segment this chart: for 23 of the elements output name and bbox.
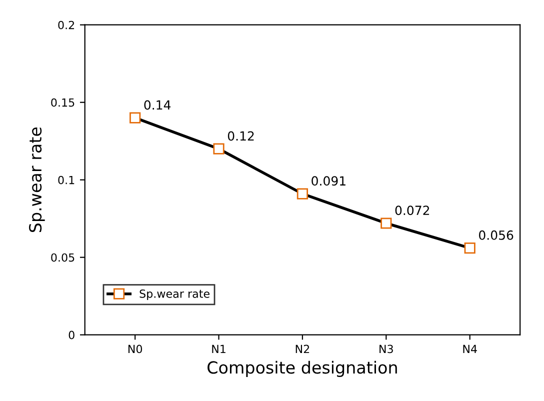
y-tick-label: 0.05 <box>51 253 74 262</box>
y-tick-label: 0.15 <box>51 98 74 107</box>
y-axis-title: Sp.wear rate <box>29 127 45 232</box>
point <box>380 218 392 229</box>
data-label: 0.091 <box>312 176 346 186</box>
point <box>130 112 141 124</box>
data-label: 0.072 <box>395 206 430 216</box>
x-tick-label: N1 <box>212 344 226 353</box>
x-tick-label: N2 <box>296 344 310 353</box>
legend-label: Sp.wear rate <box>140 289 210 300</box>
y-tick-label: 0.1 <box>58 176 74 184</box>
point <box>296 188 308 200</box>
x-tick-label: N4 <box>463 344 477 353</box>
x-tick-label: N3 <box>380 344 393 354</box>
x-tick-label: N0 <box>128 344 142 354</box>
point <box>464 242 476 254</box>
data-label: 0.12 <box>228 131 254 141</box>
y-tick-label: 0.2 <box>58 20 74 30</box>
data-label: 0.056 <box>479 230 514 240</box>
point <box>213 143 224 154</box>
data-label: 0.14 <box>144 100 171 110</box>
y-tick-label: 0 <box>68 330 74 340</box>
x-axis-title: Composite designation <box>208 360 397 377</box>
